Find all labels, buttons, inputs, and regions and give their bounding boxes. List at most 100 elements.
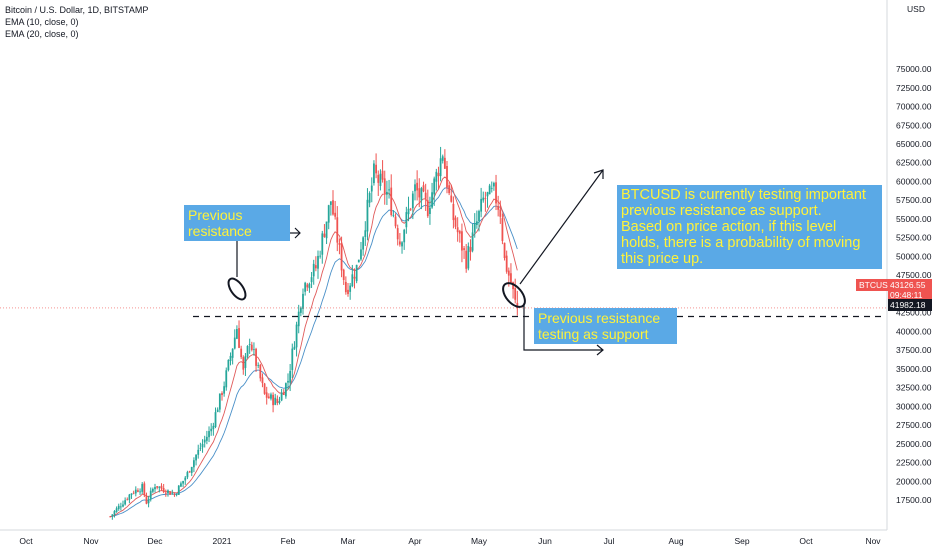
- candle-body: [162, 487, 165, 492]
- candle-body: [420, 188, 423, 201]
- candle: [351, 264, 354, 288]
- legend-ema10[interactable]: EMA (10, close, 0): [5, 17, 79, 27]
- candle: [218, 393, 221, 413]
- candle: [203, 435, 206, 448]
- legend-ema20[interactable]: EMA (20, close, 0): [5, 29, 79, 39]
- candle-body: [278, 401, 281, 403]
- candle-body: [416, 182, 419, 191]
- candle-body: [475, 221, 478, 225]
- candle-body: [214, 412, 217, 427]
- candle: [364, 221, 367, 246]
- candle: [253, 342, 255, 356]
- candle-body: [263, 383, 266, 394]
- candle: [276, 395, 279, 406]
- candle: [473, 213, 476, 238]
- candle-body: [221, 393, 223, 396]
- candle-body: [347, 289, 349, 295]
- candle-body: [126, 499, 129, 501]
- candle-body: [205, 436, 208, 441]
- candle: [221, 391, 223, 401]
- candle: [446, 160, 448, 194]
- candle: [403, 228, 406, 250]
- x-tick-label: Apr: [408, 536, 421, 546]
- candle: [259, 363, 262, 382]
- candle: [122, 500, 124, 508]
- x-tick-label: Sep: [734, 536, 749, 546]
- candle: [151, 487, 154, 494]
- candle-body: [488, 185, 491, 195]
- candle: [458, 229, 461, 243]
- candle: [214, 407, 217, 429]
- candle: [250, 341, 253, 352]
- candle: [377, 170, 380, 196]
- candle: [401, 241, 403, 254]
- candle-body: [143, 483, 146, 496]
- candle-body: [418, 188, 421, 198]
- candle: [117, 503, 120, 511]
- y-tick-label: 27500.00: [896, 420, 932, 430]
- candle: [267, 393, 270, 399]
- candle: [450, 184, 453, 203]
- candle-body: [267, 396, 270, 399]
- legend-symbol[interactable]: Bitcoin / U.S. Dollar, 1D, BITSTAMP: [5, 5, 149, 15]
- candle-body: [119, 506, 122, 508]
- candle-body: [186, 472, 189, 478]
- candle-body: [499, 209, 502, 217]
- candle-body: [368, 193, 371, 203]
- candle: [383, 170, 386, 205]
- annotation-support[interactable]: Previous resistance testing as support: [534, 308, 677, 344]
- candle: [407, 196, 410, 222]
- candle-body: [248, 344, 251, 346]
- candle-body: [482, 197, 485, 201]
- candle: [246, 345, 249, 359]
- candle-body: [255, 348, 257, 366]
- candle: [149, 487, 152, 502]
- candle: [126, 497, 129, 501]
- candle: [441, 154, 444, 164]
- candle: [332, 190, 334, 216]
- y-tick-label: 47500.00: [896, 270, 932, 280]
- y-tick-label: 75000.00: [896, 64, 932, 74]
- candle: [516, 290, 519, 316]
- candle-body: [233, 337, 236, 349]
- annotation-previous-resistance[interactable]: Previous resistance: [184, 205, 290, 241]
- y-tick-label: 70000.00: [896, 102, 932, 112]
- candle-body: [160, 485, 163, 489]
- candle-body: [342, 269, 345, 280]
- candle-body: [456, 227, 459, 233]
- candle-body: [332, 200, 334, 215]
- candle-body: [424, 192, 427, 199]
- ema-lines: [110, 176, 518, 517]
- annotation-main[interactable]: BTCUSD is currently testing important pr…: [617, 185, 882, 269]
- candle-body: [375, 164, 377, 174]
- candle-body: [394, 216, 397, 227]
- candle-body: [505, 255, 508, 272]
- candle: [368, 191, 371, 208]
- candle-body: [422, 185, 425, 192]
- candle: [480, 187, 483, 218]
- support-arrow-line: [523, 303, 603, 351]
- chart-legend: Bitcoin / U.S. Dollar, 1D, BITSTAMP EMA …: [5, 4, 148, 40]
- candle-body: [124, 500, 127, 505]
- candle: [312, 259, 315, 285]
- y-tick-label: 32500.00: [896, 383, 932, 393]
- candle-body: [480, 198, 483, 212]
- candle: [190, 466, 193, 477]
- price-axis: USD 17500.00 20000.00 22500.00 25000.00 27500…: [886, 0, 932, 530]
- y-tick-label: 37500.00: [896, 345, 932, 355]
- candle: [289, 364, 292, 392]
- y-tick-label: 72500.00: [896, 83, 932, 93]
- candle-body: [270, 394, 272, 399]
- candle-body: [149, 490, 152, 499]
- candle-body: [443, 157, 446, 169]
- candle-body: [379, 173, 382, 186]
- candle: [293, 341, 296, 350]
- candle-body: [240, 348, 243, 358]
- candle-body: [111, 514, 114, 517]
- candle-body: [216, 409, 219, 413]
- x-tick-label: Jul: [604, 536, 615, 546]
- candle: [177, 484, 180, 495]
- candle-body: [141, 484, 144, 492]
- candle-body: [229, 355, 232, 361]
